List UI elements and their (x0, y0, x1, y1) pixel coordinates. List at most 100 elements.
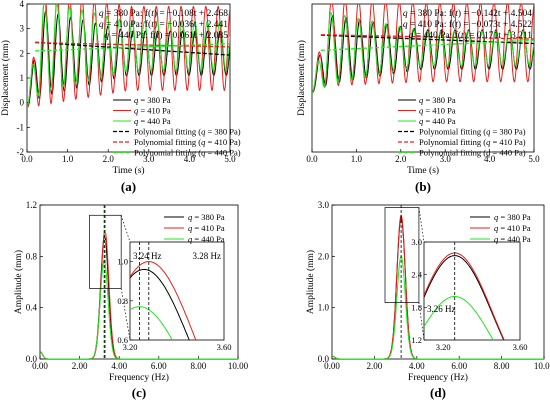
panel-d-zoom-connector (418, 302, 425, 341)
panel-b-legend-label: q = 440 Pa (419, 116, 456, 126)
panel-b-legend-label: Polynomial fitting (q = 410 Pa) (419, 137, 526, 147)
panel-b-equation: q = 440 Pa: f(t) = 0.171t + 3.211 (409, 30, 533, 41)
panel-d-zoom-connector (418, 207, 425, 243)
panel-d-legend-label: q = 440 Pa (494, 234, 531, 244)
panel-b-legend-label: q = 410 Pa (419, 106, 456, 116)
panel-c-inset-ytick-label: 0.6 (117, 335, 128, 345)
panel-b-xtick-label: 3.0 (440, 154, 452, 164)
panel-a: 0.0 1.0 2.0 3.0 4.0 5.0 -2 -1 0 1 2 3 4 Time (s) Displ… (0, 0, 241, 194)
panel-c-ytick-label: 0.0 (26, 354, 38, 364)
panel-b-fit-q410 (320, 34, 534, 40)
panel-c-xtick-label: 6.00 (151, 361, 167, 371)
panel-b-fit-q440 (320, 39, 534, 51)
panel-c-inset-series-q380 (130, 268, 190, 340)
panel-a-ytick-label: 3 (20, 24, 25, 34)
panel-a-ytick-label: -2 (17, 147, 25, 157)
panel-a-fit-q440 (35, 43, 230, 52)
panel-c-annotation: 3.24 Hz (133, 251, 162, 261)
panel-d-ytick-label: 1.0 (318, 303, 330, 313)
panel-c-legend-label: q = 380 Pa (188, 212, 225, 222)
panel-c-zoom-box (89, 214, 122, 289)
panel-a-equation: q = 440 Pa: f(t) = 0.061t + 2.085 (104, 30, 228, 41)
panel-d-xtick-label: 10.00 (534, 361, 550, 371)
panel-c-inset-series-q410 (130, 261, 197, 340)
panel-b-legend-label: Polynomial fitting (q = 440 Pa) (419, 148, 526, 158)
panel-a-label: (a) (121, 179, 136, 194)
panel-b-xtick-label: 4.0 (484, 154, 496, 164)
panel-d-legend-label: q = 410 Pa (494, 223, 531, 233)
panel-d-inset-frame (423, 241, 521, 341)
panel-c: 0.00 2.00 4.00 6.00 8.00 10.00 0.0 0.4 0.8 1.2 Fre… (13, 200, 249, 400)
panel-a-legend-label: Polynomial fitting (q = 380 Pa) (134, 127, 241, 137)
panel-d-inset-ytick-label: 2.4 (411, 270, 422, 280)
panel-c-inset-xtick-label: 3.20 (123, 342, 138, 352)
panel-a-xtick-label: 3.0 (143, 154, 155, 164)
panel-d-inset-series-q440 (424, 295, 494, 340)
panel-c-inset-frame (129, 241, 225, 341)
panel-d-ytick-label: 0.0 (318, 354, 330, 364)
panel-c-xtick-label: 4.00 (111, 361, 127, 371)
panel-a-xtick-label: 1.0 (62, 154, 74, 164)
panel-c-inset-ytick-label: 0.8 (117, 296, 128, 306)
panel-a-series-q440 (27, 4, 230, 108)
panel-d-inset-series-q380 (424, 255, 505, 340)
panel-b-xtick-label: 2.0 (395, 154, 407, 164)
panel-c-legend-label: q = 410 Pa (188, 223, 225, 233)
panel-c-xtick-label: 10.00 (228, 361, 249, 371)
panel-d-ytick-label: 3.0 (318, 200, 330, 210)
panel-b-legend-label: Polynomial fitting (q = 380 Pa) (419, 127, 526, 137)
panel-d-inset-ytick-label: 3.0 (411, 237, 422, 247)
panel-c-xtick-label: 0.00 (32, 361, 48, 371)
panel-a-fit-q410 (35, 41, 230, 48)
panel-c-ylabel: Amplitude (mm) (13, 250, 24, 314)
panel-b-label: (b) (415, 179, 431, 194)
panel-d-xlabel: Frequency (Hz) (408, 372, 468, 383)
panel-c-legend-label: q = 440 Pa (188, 234, 225, 244)
panel-a-legend-label: Polynomial fitting (q = 410 Pa) (134, 137, 241, 147)
panel-c-xtick-label: 8.00 (191, 361, 207, 371)
panel-d-inset-ytick-label: 1.2 (411, 335, 422, 345)
panel-c-inset-series-q440 (130, 306, 173, 340)
panel-d-legend-label: q = 380 Pa (494, 212, 531, 222)
panel-b-legend-label: q = 380 Pa (419, 95, 456, 105)
panel-a-xtick-label: 5.0 (224, 154, 236, 164)
panel-a-ylabel: Displacement (mm) (0, 40, 11, 116)
panel-a-ytick-label: -1 (17, 122, 25, 132)
panel-a-ytick-label: 2 (20, 48, 25, 58)
panel-a-legend-label: Polynomial fitting (q = 440 Pa) (134, 148, 241, 158)
panel-d-inset-series-q410 (424, 252, 505, 340)
panel-a-xlabel: Time (s) (112, 165, 144, 176)
panel-a-xtick-label: 2.0 (103, 154, 115, 164)
panel-b-equation: q = 410 Pa: f(t) = −0.073t + 4.522 (403, 19, 532, 30)
panel-a-equation: q = 410 Pa: f(t) = −0.036t + 2.441 (99, 19, 228, 30)
panel-d-inset-ytick-label: 1.8 (411, 302, 422, 312)
panel-c-xlabel: Frequency (Hz) (109, 372, 169, 383)
panel-c-zoom-connector (120, 215, 131, 243)
panel-d-annotation: 3.26 Hz (427, 304, 456, 314)
panel-d-xtick-label: 0.00 (324, 361, 340, 371)
panel-a-fit-q380 (35, 41, 230, 56)
panel-b-equation: q = 380 Pa: f(t) = −0.142t + 4.504 (403, 8, 532, 19)
panel-c-inset-xtick-label: 3.60 (217, 342, 232, 352)
panel-a-ytick-label: 0 (20, 98, 25, 108)
panel-b-xtick-label: 0.0 (306, 154, 318, 164)
panel-b-series-q440 (312, 12, 534, 94)
panel-c-annotation: 3.28 Hz (193, 251, 222, 261)
panel-d-ytick-label: 2.0 (318, 251, 330, 261)
panel-b-xtick-label: 1.0 (351, 154, 363, 164)
panel-c-ytick-label: 1.2 (26, 200, 37, 210)
panel-a-xtick-label: 0.0 (21, 154, 33, 164)
panel-d-xtick-label: 8.00 (494, 361, 510, 371)
panel-c-label: (c) (132, 385, 146, 400)
panel-b-xlabel: Time (s) (407, 165, 439, 176)
panel-d-xtick-label: 6.00 (451, 361, 467, 371)
panel-b-ylabel: Displacement (mm) (296, 40, 307, 116)
panel-d-ylabel: Amplitude (mm) (305, 250, 316, 314)
panel-d-xtick-label: 2.00 (367, 361, 383, 371)
panel-d-zoom-box (384, 207, 420, 303)
panel-a-equation: q = 380 Pa: f(t) = −0.108t + 2.468 (99, 8, 228, 19)
panel-a-ytick-label: 4 (20, 0, 25, 9)
panel-d-inset-xtick-label: 3.60 (513, 342, 528, 352)
panel-b-plot-frame (311, 3, 535, 153)
